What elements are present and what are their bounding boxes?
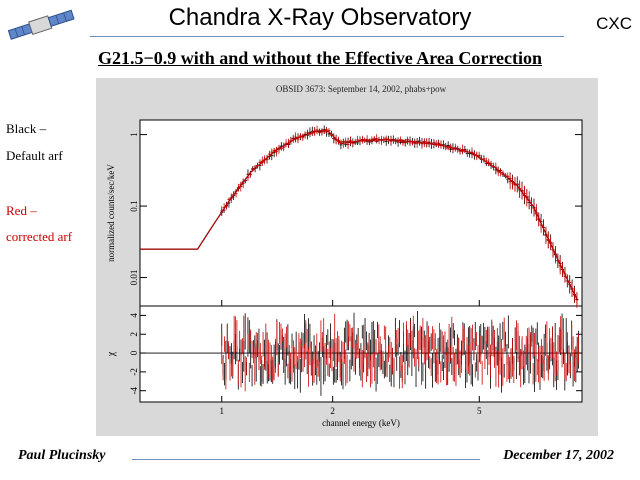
bottom-y-tick-label: 0 [129, 350, 139, 355]
legend-red-label: Red – [6, 203, 37, 218]
spectrum-chart: OBSID 3673: September 14, 2002, phabs+po… [106, 84, 583, 428]
presentation-date: December 17, 2002 [503, 448, 614, 463]
data-points-corrected-arf [220, 125, 579, 308]
org-label: CXC [596, 14, 632, 33]
legend-black-label: Black – [6, 121, 47, 136]
bottom-y-axis-label: χ [106, 351, 117, 357]
top-y-axis-label: normalized counts/sec/keV [106, 164, 116, 262]
x-axis-label: channel energy (keV) [322, 418, 400, 428]
spectrum-top-frame [139, 119, 583, 307]
legend-black-description: Default arf [6, 148, 63, 163]
x-tick-label: 5 [477, 406, 482, 416]
title-divider [90, 36, 564, 37]
top-y-tick-label: 0.1 [129, 200, 139, 211]
x-tick-label: 2 [330, 406, 335, 416]
spectrum-plot-panel: OBSID 3673: September 14, 2002, phabs+po… [96, 78, 598, 436]
residuals-corrected-arf [221, 313, 579, 392]
bottom-y-tick-label: 2 [129, 332, 139, 337]
legend-red-description: corrected arf [6, 229, 73, 244]
author-name: Paul Plucinsky [18, 448, 106, 463]
chart-title: OBSID 3673: September 14, 2002, phabs+po… [276, 84, 447, 94]
slide-subtitle: G21.5−0.9 with and without the Effective… [97, 48, 543, 68]
bottom-y-tick-label: 4 [129, 313, 139, 318]
footer-divider [132, 459, 480, 460]
page-title: Chandra X-Ray Observatory [168, 4, 472, 31]
x-tick-label: 1 [219, 406, 224, 416]
satellite-logo [7, 9, 75, 40]
bottom-y-tick-label: -2 [129, 368, 139, 376]
top-y-tick-label: 1 [129, 132, 139, 137]
top-y-tick-label: 0.01 [129, 270, 139, 286]
bottom-y-tick-label: -4 [129, 386, 139, 394]
